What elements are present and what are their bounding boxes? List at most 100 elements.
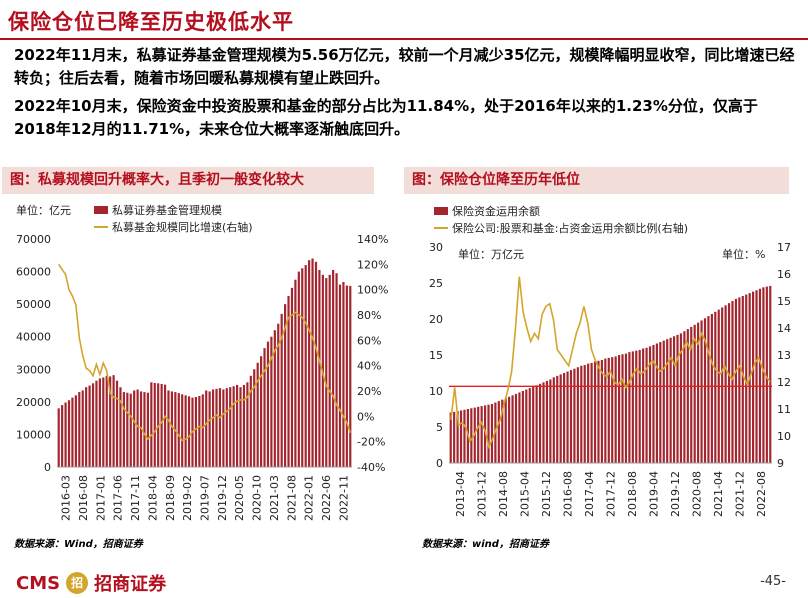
bar <box>700 320 703 463</box>
bar <box>449 412 452 463</box>
bar <box>456 411 459 463</box>
bar <box>758 288 762 463</box>
bar <box>741 295 744 463</box>
bar <box>301 268 304 467</box>
legend-bar-label: 私募证券基金管理规模 <box>112 203 222 217</box>
x-tick-label: 2017-11 <box>129 475 142 521</box>
y-left-tick-label: 40000 <box>16 331 51 344</box>
bar <box>566 371 569 463</box>
bar <box>628 352 631 463</box>
bar <box>666 339 669 463</box>
bar <box>325 278 328 467</box>
bar <box>755 290 758 463</box>
bar <box>611 357 614 463</box>
bar <box>508 396 511 463</box>
bar <box>349 285 352 467</box>
bar <box>314 261 318 467</box>
bar <box>697 322 700 463</box>
bar <box>61 405 64 467</box>
y-left-tick-label: 10 <box>429 385 443 398</box>
bar <box>576 367 579 463</box>
bar <box>765 286 768 463</box>
x-tick-label: 2016-03 <box>60 475 73 521</box>
x-tick-label: 2022-08 <box>755 471 768 517</box>
bar <box>528 388 531 463</box>
legend-bar-label: 保险资金运用余额 <box>452 204 540 218</box>
bar <box>549 379 552 463</box>
bar <box>642 348 645 463</box>
bar <box>136 389 139 467</box>
y-right-tick-label: 14 <box>777 322 791 335</box>
bar <box>542 382 545 463</box>
page-title: 保险仓位已降至历史极低水平 <box>8 10 294 34</box>
bar <box>693 324 696 463</box>
bar <box>525 389 528 463</box>
bar <box>714 311 717 463</box>
bar <box>738 297 741 463</box>
bar <box>545 380 549 463</box>
bar <box>604 358 607 463</box>
y-right-tick-label: 60% <box>357 334 381 347</box>
legend-bar-swatch <box>434 207 448 215</box>
bar <box>287 296 290 467</box>
chart-title: 图：保险仓位降至历年低位 <box>404 167 789 194</box>
bar <box>273 330 276 467</box>
y-left-tick-label: 20 <box>429 313 443 326</box>
summary-paragraph-2: 2022年10月末，保险资金中投资股票和基金的部分占比为11.84%，处于201… <box>14 97 758 138</box>
x-tick-label: 2021-04 <box>712 471 725 517</box>
bar <box>181 394 184 467</box>
y-right-tick-label: -40% <box>357 461 385 474</box>
chart-title: 图：私募规模回升概率大，且季初一般变化较大 <box>2 167 374 194</box>
bar <box>85 387 88 467</box>
bar <box>249 375 252 467</box>
bar <box>624 353 628 463</box>
bar <box>683 331 686 463</box>
bar <box>676 334 679 463</box>
y-left-tick-label: 30000 <box>16 363 51 376</box>
bar <box>645 347 648 463</box>
x-tick-label: 2018-08 <box>626 471 639 517</box>
x-tick-label: 2013-04 <box>454 471 467 517</box>
bar <box>583 365 586 463</box>
x-tick-label: 2019-12 <box>216 475 229 521</box>
x-tick-label: 2018-09 <box>164 475 177 521</box>
bar <box>284 304 287 467</box>
bar <box>218 388 222 467</box>
bar <box>81 390 84 467</box>
y-right-tick-label: 13 <box>777 349 791 362</box>
bar <box>194 396 198 467</box>
y-right-tick-label: 40% <box>357 360 381 373</box>
x-tick-label: 2017-01 <box>94 475 107 521</box>
bar <box>686 329 689 463</box>
bar <box>328 274 331 467</box>
data-source-note: 数据来源：Wind，招商证券 <box>14 539 143 550</box>
unit-label: 单位：亿元 <box>16 203 71 217</box>
bar <box>453 411 456 463</box>
bar <box>91 383 95 467</box>
bar <box>239 387 242 467</box>
bar <box>215 388 218 467</box>
bar <box>160 383 163 467</box>
y-right-tick-label: 10 <box>777 430 791 443</box>
bar <box>635 350 638 463</box>
bar <box>345 285 348 467</box>
bar <box>335 273 338 467</box>
bar <box>211 389 215 467</box>
bar <box>102 377 105 467</box>
bar <box>88 385 91 467</box>
bar <box>538 383 542 463</box>
bar <box>109 376 112 467</box>
bar <box>290 287 294 467</box>
insurance-chart: 0 5 10 15 20 25 30 9 10 11 12 13 14 15 16 17 2013-04 2013… <box>429 204 791 517</box>
bar <box>659 342 662 463</box>
bar <box>105 375 108 467</box>
x-tick-label: 2016-08 <box>77 475 90 521</box>
bar <box>559 374 562 463</box>
bar <box>74 395 77 467</box>
bar <box>115 380 119 467</box>
bar <box>470 408 473 463</box>
x-tick-label: 2019-04 <box>648 471 661 517</box>
bar <box>745 294 748 463</box>
bar <box>95 380 98 467</box>
bar <box>573 368 576 463</box>
